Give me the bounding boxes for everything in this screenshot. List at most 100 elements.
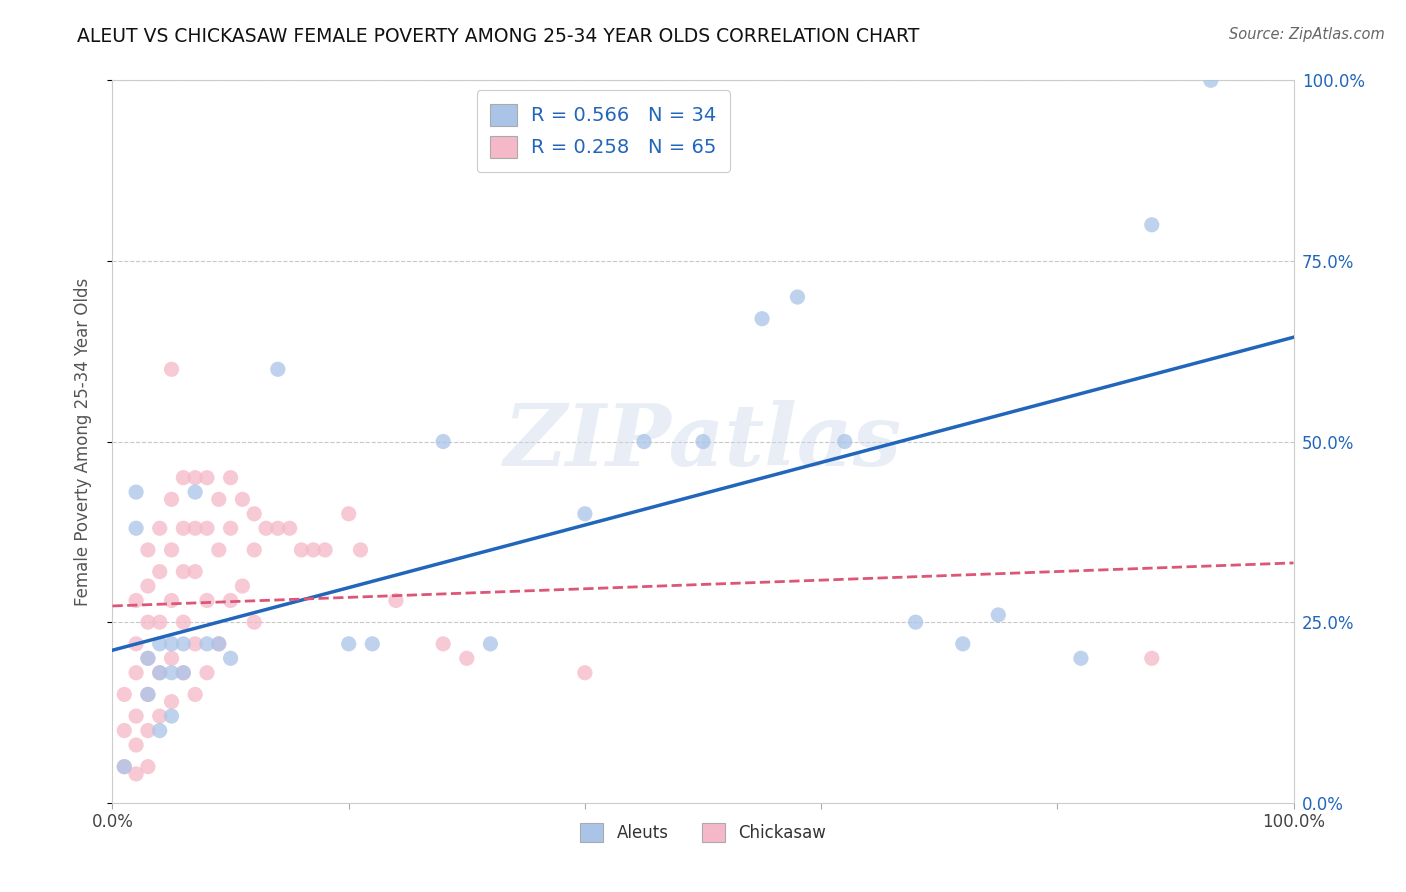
Point	[904, 615, 927, 630]
Point	[337, 507, 360, 521]
Point	[432, 637, 454, 651]
Point	[231, 579, 253, 593]
Point	[149, 637, 172, 651]
Point	[786, 290, 808, 304]
Point	[243, 507, 266, 521]
Point	[432, 434, 454, 449]
Point	[243, 615, 266, 630]
Point	[160, 492, 183, 507]
Point	[952, 637, 974, 651]
Point	[125, 709, 148, 723]
Point	[136, 579, 159, 593]
Point	[1140, 651, 1163, 665]
Point	[172, 470, 194, 484]
Point	[1140, 218, 1163, 232]
Legend: Aleuts, Chickasaw: Aleuts, Chickasaw	[574, 816, 832, 848]
Point	[834, 434, 856, 449]
Point	[136, 723, 159, 738]
Point	[314, 542, 336, 557]
Point	[136, 651, 159, 665]
Point	[184, 565, 207, 579]
Point	[987, 607, 1010, 622]
Point	[136, 687, 159, 701]
Point	[112, 760, 135, 774]
Point	[633, 434, 655, 449]
Point	[243, 542, 266, 557]
Point	[195, 521, 218, 535]
Point	[574, 665, 596, 680]
Point	[456, 651, 478, 665]
Point	[385, 593, 408, 607]
Point	[112, 760, 135, 774]
Text: ZIPatlas: ZIPatlas	[503, 400, 903, 483]
Point	[195, 470, 218, 484]
Point	[172, 521, 194, 535]
Point	[184, 470, 207, 484]
Point	[149, 665, 172, 680]
Point	[136, 687, 159, 701]
Point	[231, 492, 253, 507]
Point	[184, 521, 207, 535]
Point	[208, 637, 231, 651]
Point	[208, 492, 231, 507]
Point	[136, 542, 159, 557]
Point	[184, 687, 207, 701]
Point	[574, 507, 596, 521]
Point	[172, 615, 194, 630]
Point	[219, 651, 242, 665]
Point	[267, 521, 290, 535]
Point	[125, 521, 148, 535]
Point	[112, 687, 135, 701]
Text: Source: ZipAtlas.com: Source: ZipAtlas.com	[1229, 27, 1385, 42]
Point	[751, 311, 773, 326]
Point	[208, 542, 231, 557]
Point	[172, 665, 194, 680]
Point	[337, 637, 360, 651]
Point	[125, 637, 148, 651]
Point	[195, 593, 218, 607]
Point	[1199, 73, 1222, 87]
Point	[267, 362, 290, 376]
Point	[160, 362, 183, 376]
Point	[184, 485, 207, 500]
Point	[208, 637, 231, 651]
Point	[149, 665, 172, 680]
Y-axis label: Female Poverty Among 25-34 Year Olds: Female Poverty Among 25-34 Year Olds	[73, 277, 91, 606]
Point	[149, 565, 172, 579]
Point	[160, 637, 183, 651]
Point	[112, 723, 135, 738]
Point	[219, 593, 242, 607]
Point	[302, 542, 325, 557]
Point	[479, 637, 502, 651]
Point	[219, 470, 242, 484]
Point	[361, 637, 384, 651]
Point	[125, 767, 148, 781]
Point	[149, 723, 172, 738]
Point	[219, 521, 242, 535]
Point	[195, 665, 218, 680]
Point	[160, 709, 183, 723]
Point	[136, 760, 159, 774]
Point	[136, 651, 159, 665]
Point	[125, 738, 148, 752]
Point	[149, 615, 172, 630]
Point	[184, 637, 207, 651]
Point	[195, 637, 218, 651]
Point	[160, 593, 183, 607]
Point	[160, 695, 183, 709]
Text: ALEUT VS CHICKASAW FEMALE POVERTY AMONG 25-34 YEAR OLDS CORRELATION CHART: ALEUT VS CHICKASAW FEMALE POVERTY AMONG …	[77, 27, 920, 45]
Point	[136, 615, 159, 630]
Point	[254, 521, 277, 535]
Point	[290, 542, 312, 557]
Point	[160, 542, 183, 557]
Point	[172, 665, 194, 680]
Point	[160, 651, 183, 665]
Point	[278, 521, 301, 535]
Point	[149, 521, 172, 535]
Point	[125, 485, 148, 500]
Point	[149, 709, 172, 723]
Point	[172, 637, 194, 651]
Point	[125, 665, 148, 680]
Point	[172, 565, 194, 579]
Point	[1070, 651, 1092, 665]
